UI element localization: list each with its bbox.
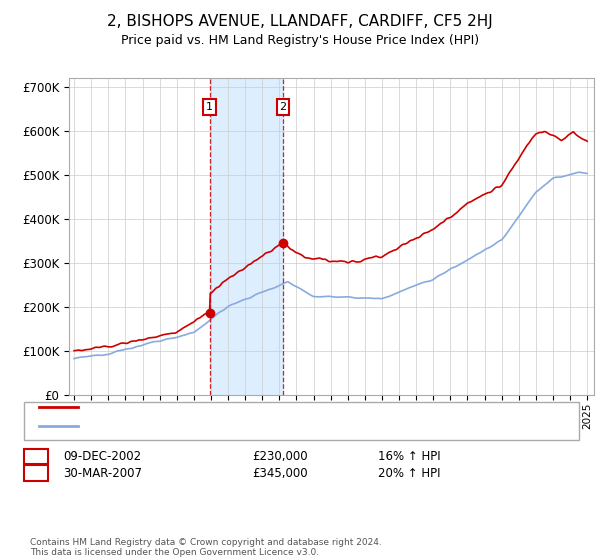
Text: Price paid vs. HM Land Registry's House Price Index (HPI): Price paid vs. HM Land Registry's House …	[121, 34, 479, 46]
Text: £230,000: £230,000	[252, 450, 308, 463]
Bar	[209, 78, 283, 395]
Text: 2: 2	[280, 102, 286, 112]
Text: £345,000: £345,000	[252, 466, 308, 480]
Text: Contains HM Land Registry data © Crown copyright and database right 2024.
This d: Contains HM Land Registry data © Crown c…	[30, 538, 382, 557]
Text: 09-DEC-2002: 09-DEC-2002	[63, 450, 141, 463]
Text: 20% ↑ HPI: 20% ↑ HPI	[378, 466, 440, 480]
Text: 1: 1	[32, 450, 40, 463]
Text: 16% ↑ HPI: 16% ↑ HPI	[378, 450, 440, 463]
Text: 2, BISHOPS AVENUE, LLANDAFF, CARDIFF, CF5 2HJ (detached house): 2, BISHOPS AVENUE, LLANDAFF, CARDIFF, CF…	[81, 402, 464, 412]
Text: 2, BISHOPS AVENUE, LLANDAFF, CARDIFF, CF5 2HJ: 2, BISHOPS AVENUE, LLANDAFF, CARDIFF, CF…	[107, 14, 493, 29]
Text: 30-MAR-2007: 30-MAR-2007	[63, 466, 142, 480]
Text: 1: 1	[206, 102, 213, 112]
Text: HPI: Average price, detached house, Cardiff: HPI: Average price, detached house, Card…	[81, 421, 325, 431]
Text: 2: 2	[32, 466, 40, 480]
